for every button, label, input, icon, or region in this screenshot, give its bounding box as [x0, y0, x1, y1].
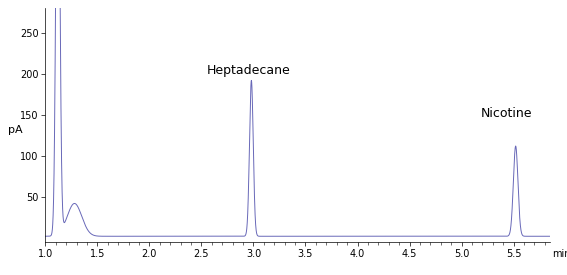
- Text: Heptadecane: Heptadecane: [206, 64, 290, 77]
- Text: min: min: [552, 249, 567, 258]
- Text: Nicotine: Nicotine: [480, 106, 532, 120]
- Y-axis label: pA: pA: [9, 125, 23, 135]
